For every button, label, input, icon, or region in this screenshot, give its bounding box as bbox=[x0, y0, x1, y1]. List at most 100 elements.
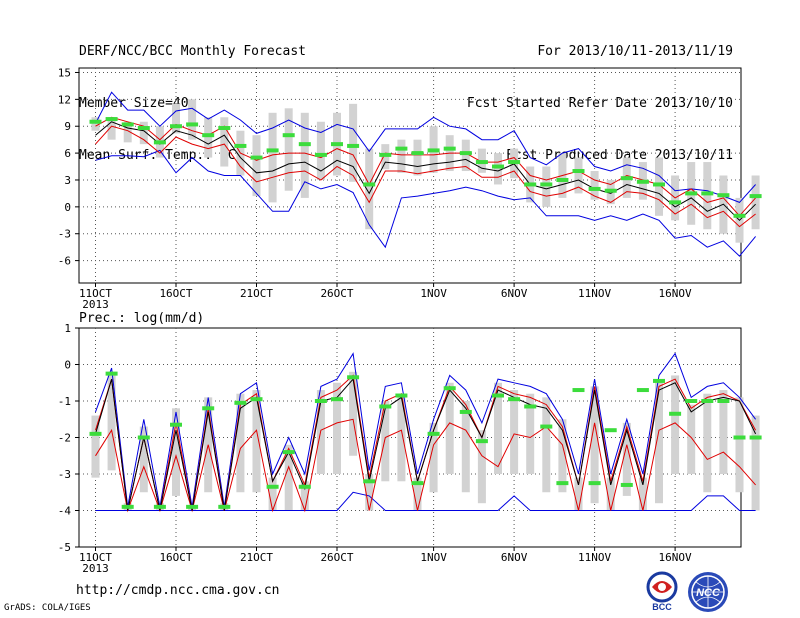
p2-spread-box bbox=[590, 386, 599, 504]
p2-ensemble-mean-marker bbox=[653, 378, 665, 383]
ncc-logo: NCC bbox=[688, 572, 728, 612]
p2-spread-box bbox=[333, 382, 341, 474]
p1-ensemble-mean-marker bbox=[636, 179, 649, 184]
p2-ensemble-mean-marker bbox=[202, 406, 215, 411]
p2-xtick-label: 6NOV bbox=[501, 551, 528, 564]
p2-ensemble-mean-marker bbox=[443, 386, 456, 391]
p2-ytick-label: -5 bbox=[58, 541, 71, 554]
p2-ensemble-mean-marker bbox=[298, 484, 311, 489]
p2-spread-box bbox=[655, 382, 663, 504]
p1-xtick-label: 16OCT bbox=[159, 287, 192, 300]
p1-ensemble-mean-marker bbox=[363, 182, 376, 187]
p2-ensemble-mean-marker bbox=[234, 400, 247, 405]
p1-ensemble-mean-marker bbox=[475, 160, 488, 165]
p1-spread-box bbox=[349, 103, 358, 182]
p1-spread-box bbox=[139, 121, 148, 145]
p1-spread-box bbox=[300, 112, 309, 198]
p2-ensemble-mean-marker bbox=[89, 431, 102, 436]
p2-q25-line bbox=[95, 418, 756, 513]
p2-xtick-label: 21OCT bbox=[240, 551, 273, 564]
p1-ensemble-mean-marker bbox=[459, 151, 472, 156]
p1-ensemble-mean-marker bbox=[331, 142, 343, 147]
p1-xtick-label: 1NOV bbox=[420, 287, 447, 300]
p1-spread-box bbox=[703, 162, 712, 230]
p2-spread-box bbox=[300, 481, 309, 511]
p1-ensemble-mean-marker bbox=[492, 164, 504, 169]
p1-max-line bbox=[95, 149, 756, 257]
p1-xtick-label: 11OCT bbox=[79, 287, 112, 300]
p2-ensemble-mean-marker bbox=[186, 504, 199, 509]
p2-max-line bbox=[95, 352, 757, 507]
p1-ensemble-mean-marker bbox=[733, 213, 746, 218]
p2-ytick-label: -3 bbox=[58, 468, 71, 481]
p1-xtick-label: 11NOV bbox=[578, 287, 611, 300]
p2-spread-box bbox=[558, 419, 567, 493]
p1-ytick-label: 6 bbox=[64, 147, 71, 160]
p2-median-line bbox=[95, 377, 757, 511]
p1-q25-line bbox=[95, 125, 756, 228]
p2-spread-box bbox=[236, 393, 245, 493]
p2-xtick-label: 11NOV bbox=[578, 551, 611, 564]
p2-ensemble-mean-marker bbox=[137, 435, 150, 440]
p1-spread-box bbox=[365, 148, 374, 230]
p2-spread-box bbox=[429, 422, 438, 493]
p2-ensemble-mean-marker bbox=[701, 399, 714, 403]
p2-spread-box bbox=[445, 382, 454, 474]
p2-spread-box bbox=[139, 426, 148, 493]
p1-spread-box bbox=[284, 108, 293, 191]
p1-ensemble-mean-marker bbox=[540, 182, 553, 187]
p2-ensemble-mean-marker bbox=[282, 450, 295, 455]
p1-ensemble-mean-marker bbox=[508, 160, 521, 165]
p1-xtick-label: 21OCT bbox=[240, 287, 273, 300]
p1-spread-box bbox=[461, 139, 470, 172]
p1-ensemble-mean-marker bbox=[685, 191, 698, 196]
p1-ensemble-mean-marker bbox=[588, 186, 601, 191]
header-right: For 2013/10/11-2013/11/19 Fcst Started R… bbox=[467, 12, 733, 184]
p2-ensemble-mean-marker bbox=[314, 399, 327, 403]
p1-spread-box bbox=[655, 157, 663, 216]
p2-ensemble-mean-marker bbox=[556, 481, 569, 486]
p1-ensemble-mean-marker bbox=[379, 152, 392, 157]
p1-xtick-label: 6NOV bbox=[501, 287, 528, 300]
p1-xtick-label: 16NOV bbox=[659, 287, 692, 300]
p1-ensemble-mean-marker bbox=[347, 143, 360, 148]
source-url[interactable]: http://cmdp.ncc.cma.gov.cn bbox=[76, 583, 280, 598]
p2-ensemble-mean-marker bbox=[733, 435, 746, 440]
p1-spread-box bbox=[542, 166, 551, 207]
p1-spread-box bbox=[123, 121, 132, 143]
p2-ensemble-mean-marker bbox=[363, 479, 376, 484]
p1-ytick-label: 3 bbox=[64, 174, 71, 187]
p2-ytick-label: -1 bbox=[58, 395, 71, 408]
p2-ensemble-mean-marker bbox=[475, 439, 488, 444]
p1-ytick-label: 0 bbox=[64, 201, 71, 214]
p1-median-line bbox=[95, 121, 756, 222]
p1-ensemble-mean-marker bbox=[395, 146, 408, 151]
p2-ensemble-mean-marker bbox=[492, 393, 504, 398]
p2-spread-box bbox=[687, 404, 696, 474]
p2-ensemble-mean-marker bbox=[218, 504, 231, 509]
p2-ensemble-mean-marker bbox=[749, 435, 762, 440]
p1-spread-box bbox=[494, 153, 502, 185]
p2-ensemble-mean-marker bbox=[636, 388, 649, 393]
p2-spread-box bbox=[526, 393, 535, 474]
p1-spread-box bbox=[91, 117, 100, 131]
p2-ensemble-mean-marker bbox=[153, 504, 166, 509]
p1-spread-box bbox=[574, 157, 583, 194]
p2-ensemble-mean-marker bbox=[524, 404, 537, 409]
p2-xtick-label: 16OCT bbox=[159, 551, 192, 564]
p1-spread-box bbox=[590, 171, 599, 200]
p2-ensemble-mean-marker bbox=[121, 504, 134, 509]
p1-spread-box bbox=[252, 135, 261, 197]
p1-spread-box bbox=[268, 112, 277, 203]
p2-xtick-label: 16NOV bbox=[659, 551, 692, 564]
p1-ensemble-mean-marker bbox=[298, 142, 311, 147]
p1-ensemble-mean-marker bbox=[701, 191, 714, 196]
p2-spread-box bbox=[268, 477, 277, 511]
p2-xtick-label: 1NOV bbox=[420, 551, 447, 564]
p1-ensemble-mean-marker bbox=[250, 155, 263, 160]
p1-ensemble-mean-marker bbox=[524, 182, 537, 187]
p2-ensemble-mean-marker bbox=[411, 481, 424, 486]
forecast-period: For 2013/10/11-2013/11/19 bbox=[537, 44, 733, 59]
p2-spread-box bbox=[252, 390, 261, 493]
